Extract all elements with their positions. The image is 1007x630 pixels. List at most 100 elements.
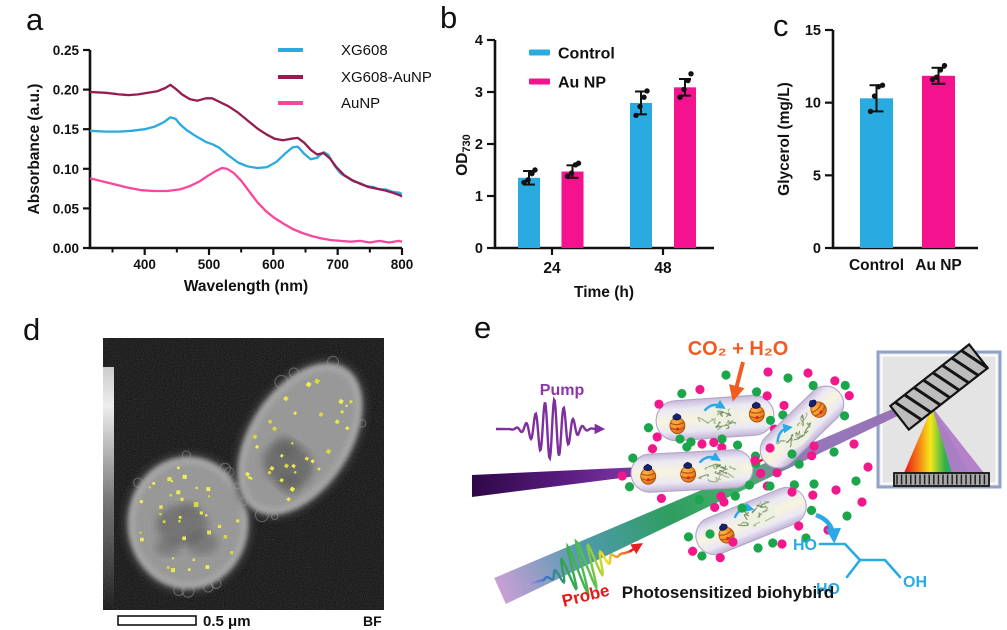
nanoparticle-dot <box>756 468 766 479</box>
laser-beam-probe <box>494 394 931 604</box>
photosensitizer-icon <box>718 523 735 544</box>
bar-Control-24 <box>518 177 540 248</box>
photosensitizer-icon <box>808 399 827 418</box>
nanoparticle-dot <box>801 533 811 543</box>
nanoparticle-dot <box>779 400 789 411</box>
x-tick-label: 600 <box>262 257 285 272</box>
nanoparticle-dot <box>840 380 850 391</box>
laser-beam-pump <box>472 466 661 497</box>
data-point <box>867 108 874 115</box>
nanoparticle-dot <box>654 399 664 409</box>
nanoparticle-dot <box>753 543 763 553</box>
photosensitizer-icon <box>640 463 657 485</box>
nanoparticle-dot <box>728 537 738 547</box>
enzyme-icon <box>698 459 741 483</box>
data-point <box>677 94 683 100</box>
nanoparticle-dot <box>772 468 782 478</box>
nanoparticle-dot <box>683 532 694 542</box>
y-tick-label: 2 <box>475 137 483 153</box>
nanoparticle-dot <box>829 447 839 457</box>
reactants-label: CO₂ + H₂O <box>688 338 789 360</box>
absorbance-spectrum-chart: 0.00 0.05 0.10 0.15 0.20 0.25 400 500 600 700 800 W… <box>26 42 432 295</box>
nanoparticle-dot <box>737 503 747 513</box>
data-point <box>637 103 643 110</box>
nanoparticle-dot <box>617 471 627 481</box>
y-tick-label: 0 <box>475 241 483 257</box>
glycerol-oh-label: OH <box>903 574 927 591</box>
data-point <box>641 94 647 100</box>
nanoparticle-dot <box>794 459 804 469</box>
nanoparticle-dot <box>808 490 818 500</box>
y-tick-label: 10 <box>805 96 821 112</box>
nanoparticle-dot <box>789 480 799 490</box>
legend-swatch <box>529 49 550 56</box>
category-label: Au NP <box>915 257 962 274</box>
grating-stripe <box>932 371 961 392</box>
photosensitizer-icon <box>748 401 765 423</box>
category-label: Control <box>849 257 904 274</box>
bar-Au NP-48 <box>674 87 696 248</box>
nanoparticle-dot <box>652 432 662 442</box>
data-point <box>575 160 582 166</box>
tem-micrograph: 0.5 μm BF <box>103 338 384 630</box>
nanoparticle-dot <box>686 437 696 447</box>
legend-label: Au NP <box>558 75 606 92</box>
nanoparticle-dot <box>763 367 773 377</box>
legend-label: Control <box>558 46 615 63</box>
pump-pulse-icon <box>495 396 606 462</box>
electron-arrow-icon <box>698 451 721 464</box>
pump-label: Pump <box>540 382 585 399</box>
y-tick-label: 0 <box>813 241 821 257</box>
y-tick-label: 0.00 <box>53 241 79 256</box>
nanoparticle-dot <box>709 437 719 448</box>
electron-arrow-icon <box>703 399 726 412</box>
bacterium-cell-1 <box>643 384 788 453</box>
nanoparticle-dot <box>794 521 804 531</box>
bar-Control-48 <box>630 102 652 248</box>
nanoparticle-dot <box>643 423 654 433</box>
data-point <box>521 179 527 186</box>
data-point <box>532 167 538 173</box>
nanoparticle-dot <box>778 410 788 420</box>
violet-dispersion-icon <box>932 407 984 473</box>
nanoparticle-dot <box>808 380 818 391</box>
reactants-arrow-icon <box>729 361 745 402</box>
grating-stripe <box>922 378 951 399</box>
y-tick-label: 1 <box>475 189 483 205</box>
bar-Control <box>860 98 893 248</box>
nanoparticle-dot <box>730 491 740 501</box>
nanoparticle-dot <box>721 370 731 380</box>
product-arrow-icon <box>815 512 842 544</box>
grating-stripe <box>941 364 970 385</box>
pump-probe-biohybrid-schematic: CO₂ + H₂O Pump Probe HO HO OH Photosensi… <box>472 338 1002 611</box>
grating-stripe <box>951 356 980 377</box>
nanoparticle-dot <box>695 384 705 395</box>
schematic-caption: Photosensitized biohybird <box>622 583 835 602</box>
nanoparticle-dot <box>719 497 729 507</box>
y-tick-label: 0.15 <box>53 122 80 137</box>
panel-b-letter: b <box>440 0 458 35</box>
data-point <box>933 74 940 80</box>
data-point <box>564 173 571 179</box>
diffraction-grating-icon <box>888 342 990 432</box>
data-point <box>568 170 575 176</box>
photosensitizer-icon <box>680 461 697 483</box>
nanoparticle-dot <box>809 479 819 489</box>
glycerol-ho-bottom-label: HO <box>816 581 840 598</box>
nanoparticle-dot <box>787 449 797 459</box>
series-AuNP <box>89 166 403 244</box>
probe-label: Probe <box>560 581 611 611</box>
data-point <box>937 67 944 73</box>
panel-d-letter: d <box>23 312 41 347</box>
bar-Au NP <box>922 75 955 248</box>
detector-array-stripes <box>896 474 986 485</box>
nanoparticle-dot <box>809 441 819 451</box>
x-axis-title: Wavelength (nm) <box>184 278 308 295</box>
nanoparticle-dot <box>717 434 727 444</box>
data-point <box>688 71 694 77</box>
y-axis-title: Glycerol (mg/L) <box>776 82 793 196</box>
probe-pulse-icon <box>526 538 643 596</box>
tem-noise-overlay <box>103 338 384 610</box>
bar-Au NP-24 <box>561 171 584 248</box>
axes <box>831 30 978 250</box>
